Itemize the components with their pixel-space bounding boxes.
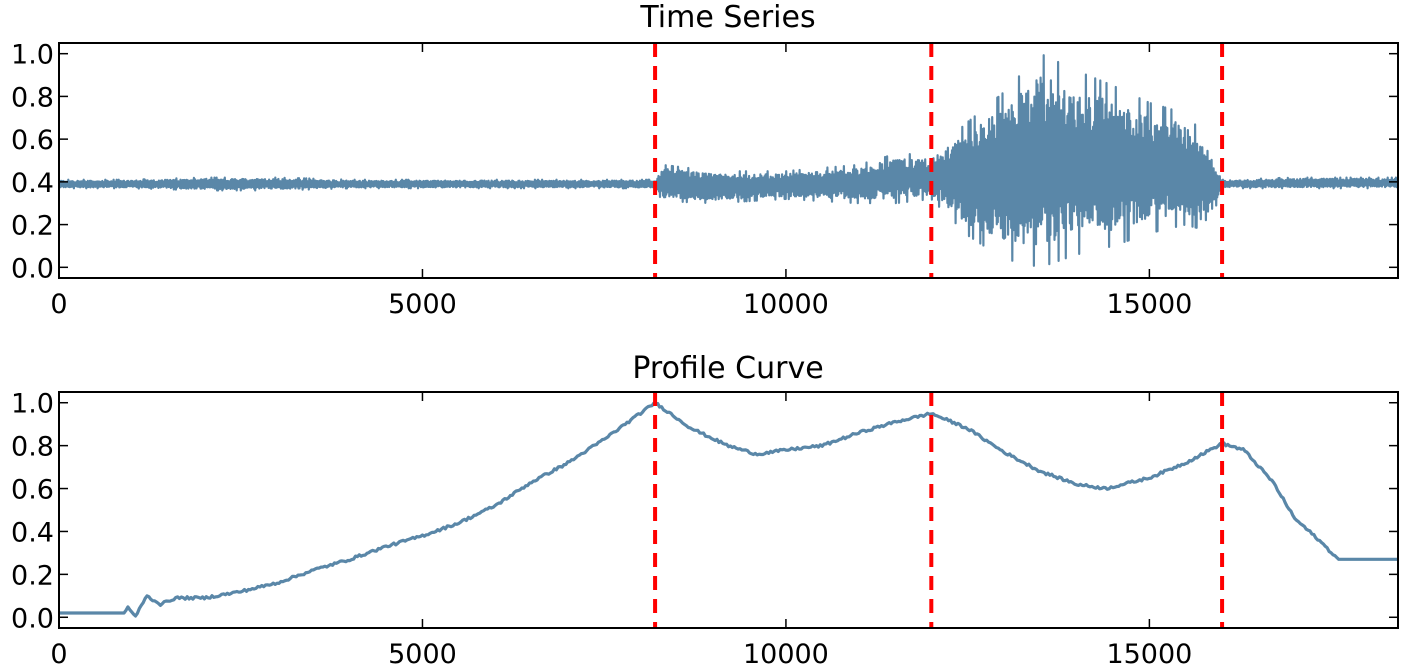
y-tick-label: 1.0	[11, 389, 54, 420]
y-tick-label: 1.0	[11, 40, 54, 71]
time-series-plot-area: 0.0 0.2 0.4 0.6 0.8 1.0 0 5000 10000 15000	[11, 40, 1399, 320]
x-tick-label: 5000	[388, 289, 457, 320]
time-series-panel: Time Series 0.0 0.2 0.4 0.6 0.8 1.0 0 5000 10000…	[11, 0, 1399, 320]
x-tick-label: 15000	[1106, 639, 1192, 667]
y-tick-label: 0.0	[11, 603, 54, 634]
y-tick-label: 0.4	[11, 168, 54, 199]
x-tick-label: 10000	[743, 289, 829, 320]
x-tick-label: 0	[50, 289, 67, 320]
chart-title: Time Series	[639, 0, 815, 35]
signal-line	[59, 54, 1398, 267]
profile-curve-panel: Profile Curve 0.0 0.2 0.4 0.6 0.8 1.0 0 5000 100…	[11, 351, 1399, 670]
y-tick-label: 0.2	[11, 560, 54, 591]
y-tick-label: 0.2	[11, 211, 54, 242]
x-tick-label: 0	[50, 639, 67, 667]
x-tick-label: 5000	[388, 639, 457, 667]
y-tick-label: 0.0	[11, 253, 54, 284]
x-tick-label: 10000	[743, 639, 829, 667]
profile-curve-plot-area: 0.0 0.2 0.4 0.6 0.8 1.0 0 5000 10000 15000	[11, 389, 1399, 670]
y-tick-label: 0.6	[11, 475, 54, 506]
axes-frame	[58, 42, 1399, 279]
axes-frame	[58, 391, 1399, 629]
profile-line	[59, 401, 1398, 618]
y-tick-label: 0.8	[11, 82, 54, 113]
y-tick-label: 0.4	[11, 517, 54, 548]
y-tick-label: 0.8	[11, 432, 54, 463]
chart-title: Profile Curve	[632, 351, 823, 386]
x-tick-label: 15000	[1106, 289, 1192, 320]
y-tick-label: 0.6	[11, 125, 54, 156]
